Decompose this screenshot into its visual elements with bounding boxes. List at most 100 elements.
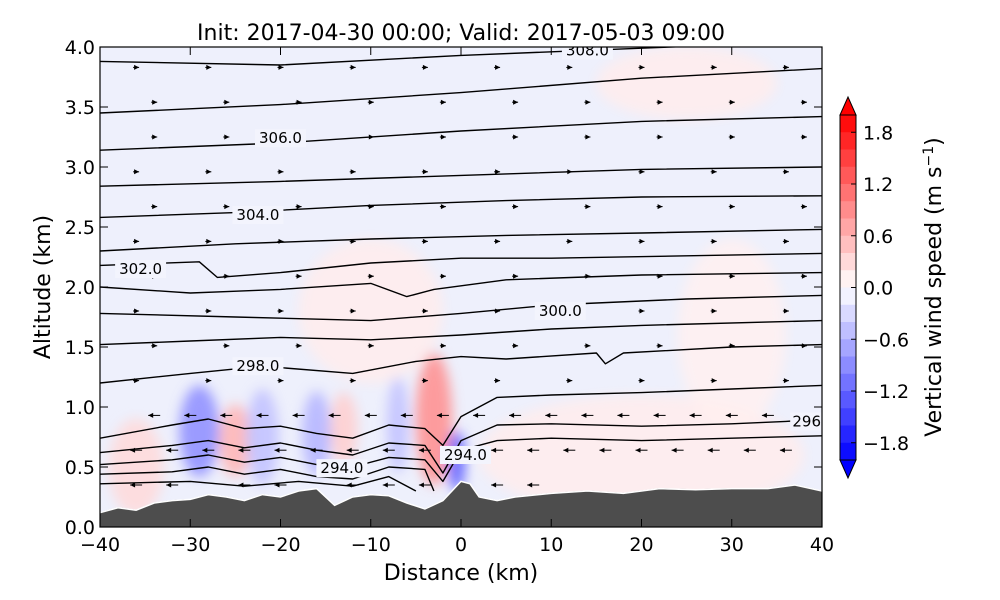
wind-vector-70 [349, 308, 356, 314]
wind-vector-head [422, 238, 428, 244]
wind-vector-49 [277, 378, 284, 384]
wind-vector-145 [710, 64, 717, 70]
theta-contours [100, 47, 822, 492]
wind-vector-114 [638, 169, 645, 175]
wind-vector-21 [563, 447, 576, 453]
wind-vector-89 [277, 238, 284, 244]
wind-vector-142 [494, 64, 501, 70]
wind-vector-93 [566, 238, 573, 244]
wind-vector-117 [151, 134, 158, 140]
wind-anomaly-8 [109, 419, 164, 515]
wind-vector-head [440, 343, 446, 349]
wind-vector-head [202, 447, 208, 453]
colorbar-band-13 [840, 339, 856, 357]
wind-vector-head [152, 99, 158, 105]
wind-vector-head [134, 64, 140, 70]
wind-vector-72 [494, 308, 501, 314]
wind-vector-16 [382, 447, 395, 453]
wind-vector-51 [421, 378, 428, 384]
wind-vector-head [545, 412, 551, 418]
wind-vector-head [495, 169, 501, 175]
wind-vector-head [296, 343, 302, 349]
wind-vector-84 [656, 273, 663, 279]
wind-vector-head [152, 343, 158, 349]
wind-vector-83 [584, 273, 591, 279]
wind-vector-head [382, 482, 388, 488]
contour-label-bg-7 [316, 459, 368, 478]
wind-vector-head [671, 447, 677, 453]
wind-vector-48 [205, 378, 212, 384]
wind-vector-115 [710, 169, 717, 175]
wind-vector-head [711, 308, 717, 314]
wind-vector-61 [439, 343, 446, 349]
wind-vector-106 [800, 204, 807, 210]
colorbar-band-8 [840, 253, 856, 271]
colorbar-band-3 [840, 166, 856, 185]
wind-vector-146 [782, 64, 789, 70]
wind-vector-122 [512, 134, 519, 140]
wind-vector-head [801, 343, 807, 349]
wind-vector-head [585, 99, 591, 105]
wind-vector-head [617, 412, 623, 418]
theta-contour-5 [100, 228, 822, 252]
y-axis: 0.0 0.5 1.0 1.5 2.0 2.5 3.0 3.5 4.0 [65, 37, 822, 539]
wind-vector-63 [584, 343, 591, 349]
wind-vector-13 [274, 447, 287, 453]
plot-area: 308.0 306.0 304.0 302.0 300.0 298.0 296 294.0 29… [100, 47, 822, 527]
wind-vector-head [166, 447, 172, 453]
wind-vector-90 [349, 238, 356, 244]
contour-label-bg-8 [440, 446, 491, 464]
wind-vector-85 [728, 273, 735, 279]
wind-vector-94 [638, 238, 645, 244]
wind-vector-88 [205, 238, 212, 244]
wind-vector-head [653, 412, 659, 418]
wind-vector-96 [782, 238, 789, 244]
wind-vector-65 [728, 343, 735, 349]
x-tick-label-5: 10 [539, 534, 563, 556]
wind-vector-head [599, 447, 605, 453]
wind-vector-head [152, 204, 158, 210]
wind-vector-head [491, 482, 497, 488]
theta-contour-9 [100, 319, 822, 346]
wind-vector-head [639, 308, 645, 314]
wind-vector-71 [421, 308, 428, 314]
wind-vector-head [509, 412, 515, 418]
wind-vector-108 [205, 169, 212, 175]
wind-vector-34 [364, 412, 377, 418]
wind-vector-head [224, 134, 230, 140]
wind-vector-80 [367, 273, 374, 279]
wind-vector-36 [436, 412, 449, 418]
wind-vector-56 [782, 378, 789, 384]
wind-vector-head [567, 64, 573, 70]
contour-label-1: 306.0 [259, 129, 302, 147]
wind-vector-53 [566, 378, 573, 384]
wind-vector-head [238, 447, 244, 453]
wind-vector-120 [367, 134, 374, 140]
wind-vector-head [346, 482, 352, 488]
wind-anomaly-12 [677, 239, 786, 431]
wind-vector-head [274, 482, 280, 488]
wind-vector-head [495, 378, 501, 384]
wind-vector-head [729, 343, 735, 349]
wind-vector-1 [166, 482, 179, 488]
wind-vector-head [657, 204, 663, 210]
wind-vector-head [224, 273, 230, 279]
wind-vector-131 [439, 99, 446, 105]
y-tick-label-5: 2.5 [65, 217, 95, 239]
wind-vector-102 [512, 204, 519, 210]
contour-label-7: 294.0 [320, 459, 363, 477]
wind-vector-head [206, 64, 212, 70]
wind-vector-6 [418, 482, 431, 488]
wind-vector-head [134, 238, 140, 244]
wind-vector-100 [367, 204, 374, 210]
wind-vector-33 [328, 412, 341, 418]
wind-vector-head [350, 378, 356, 384]
contour-label-bg-5 [232, 357, 284, 376]
wind-vector-head [278, 64, 284, 70]
contour-label-bg-2 [232, 206, 284, 224]
wind-vector-2 [238, 482, 251, 488]
wind-vector-127 [151, 99, 158, 105]
wind-vector-head [220, 412, 226, 418]
y-tick-label-8: 4.0 [65, 37, 95, 59]
theta-contour-6 [100, 252, 822, 279]
